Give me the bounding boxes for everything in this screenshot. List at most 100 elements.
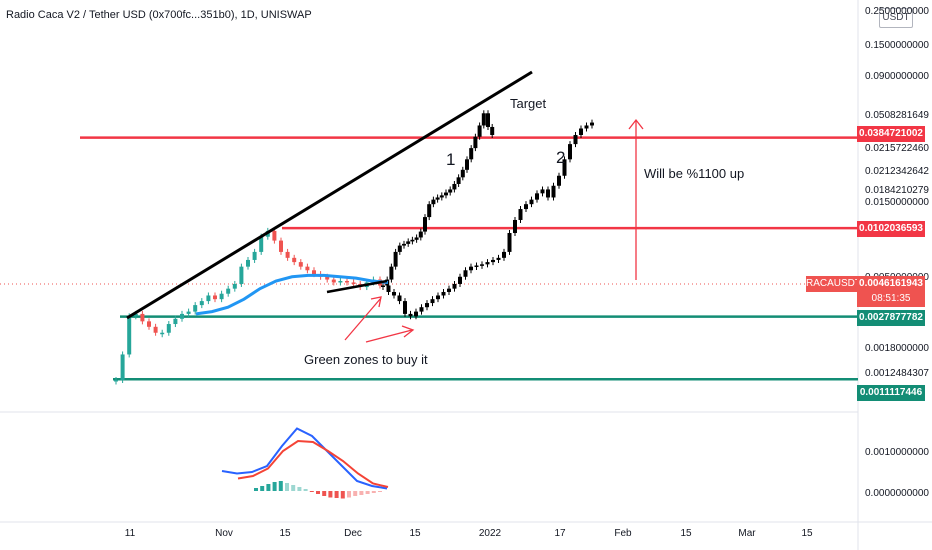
projection-1-candle <box>486 113 490 127</box>
projection-1-candle <box>477 125 482 137</box>
candle <box>140 313 145 322</box>
macd-histogram-bar <box>365 491 370 494</box>
projection-1-candle <box>410 239 415 242</box>
projection-2-candle <box>386 285 391 292</box>
buy-arrow-2-head <box>401 325 415 338</box>
macd-histogram-bar <box>328 491 333 498</box>
buy-zones-label: Green zones to buy it <box>304 352 428 367</box>
candle <box>325 276 330 280</box>
projection-2-candle <box>441 291 446 296</box>
projection-2-candle <box>469 266 473 271</box>
x-tick-label: 15 <box>801 528 813 539</box>
macd-histogram-bar <box>285 483 289 491</box>
candle <box>120 354 125 380</box>
projection-2-candle <box>458 276 462 284</box>
price-tag-current: 0.0046161943 <box>857 276 925 292</box>
y-tick-label: 0.0150000000 <box>865 197 929 208</box>
candle <box>279 240 283 252</box>
wave-1-label: 1 <box>446 150 456 169</box>
x-tick-label: 15 <box>409 528 421 539</box>
projection-arrowhead <box>628 118 644 130</box>
projection-1-candle <box>456 177 461 184</box>
projection-label: Will be %1100 up <box>644 166 745 181</box>
candle <box>285 251 290 258</box>
macd-histogram-bar <box>322 491 327 496</box>
macd-histogram-bar <box>316 491 320 494</box>
chart-title: Radio Caca V2 / Tether USD (0x700fc...35… <box>6 9 312 21</box>
projection-2-candle <box>452 283 457 289</box>
projection-2-candle <box>535 193 539 200</box>
candle <box>351 282 356 284</box>
candle <box>338 280 343 283</box>
projection-2-candle <box>502 251 506 258</box>
candle <box>219 293 224 300</box>
y-tick-label: 0.0212342642 <box>865 166 929 177</box>
candle <box>114 380 118 382</box>
projection-2-candle <box>540 189 545 194</box>
unit-selector[interactable]: USDT <box>879 8 913 28</box>
projection-1-candle <box>439 195 444 198</box>
projection-1-candle <box>414 237 419 240</box>
projection-1-candle <box>448 189 453 193</box>
candle <box>127 316 132 355</box>
projection-1-candle <box>481 113 486 126</box>
candle <box>232 283 237 289</box>
projection-2-candle <box>425 303 429 308</box>
projection-2-candle <box>392 291 396 296</box>
x-tick-label: Nov <box>215 528 233 539</box>
macd-histogram-bar <box>260 486 265 491</box>
macd-histogram-bar <box>272 482 277 491</box>
y-tick-label: 0.0018000000 <box>865 343 929 354</box>
macd-y-tick-label: 0.0010000000 <box>865 447 929 458</box>
macd-histogram-bar <box>359 491 364 495</box>
candle <box>206 295 211 302</box>
candle <box>199 301 204 306</box>
projection-1-candle <box>423 217 427 232</box>
projection-2-candle <box>557 175 561 186</box>
projection-1-candle <box>469 148 474 160</box>
projection-1-candle <box>435 197 440 200</box>
x-tick-label: 15 <box>680 528 692 539</box>
price-tag-r1: 0.0384721002 <box>857 126 925 142</box>
macd-histogram-bar <box>278 481 283 491</box>
candle <box>153 326 158 333</box>
projection-2-candle <box>491 259 495 263</box>
candle <box>193 305 198 312</box>
projection-2-candle <box>584 125 589 129</box>
projection-2-candle <box>518 209 523 220</box>
macd-histogram-bar <box>297 487 302 491</box>
macd-histogram-bar <box>334 491 339 498</box>
candle <box>272 230 277 241</box>
y-tick-label: 0.0900000000 <box>865 71 929 82</box>
projection-2-candle <box>529 199 534 205</box>
price-tag-s2: 0.0011117446 <box>857 385 925 401</box>
x-tick-label: Dec <box>344 528 362 539</box>
projection-1-candle <box>402 243 406 246</box>
projection-2-candle <box>551 185 556 198</box>
y-tick-label: 0.0215722460 <box>865 143 929 154</box>
x-tick-label: 17 <box>554 528 566 539</box>
y-tick-label: 0.0012484307 <box>865 368 929 379</box>
macd-histogram-bar <box>266 484 271 491</box>
candle <box>252 251 257 260</box>
candle <box>246 259 250 267</box>
price-tag-s1: 0.0027877782 <box>857 310 925 326</box>
x-tick-label: 2022 <box>478 528 502 539</box>
projection-2-candle <box>474 265 479 267</box>
candle <box>147 321 151 327</box>
projection-2-candle <box>579 128 583 135</box>
projection-2-candle <box>524 204 528 210</box>
y-tick-label: 0.0184210279 <box>865 185 929 196</box>
candle <box>312 270 316 275</box>
candle <box>173 318 178 325</box>
candle <box>213 295 217 300</box>
candle <box>186 311 191 314</box>
projection-2-candle <box>436 295 440 300</box>
projection-2-candle <box>414 311 418 317</box>
projection-2-candle <box>573 135 578 145</box>
projection-2-candle <box>463 270 468 277</box>
projection-1-candle <box>427 204 432 218</box>
macd-histogram-bar <box>254 488 258 491</box>
target-label: Target <box>510 96 547 111</box>
